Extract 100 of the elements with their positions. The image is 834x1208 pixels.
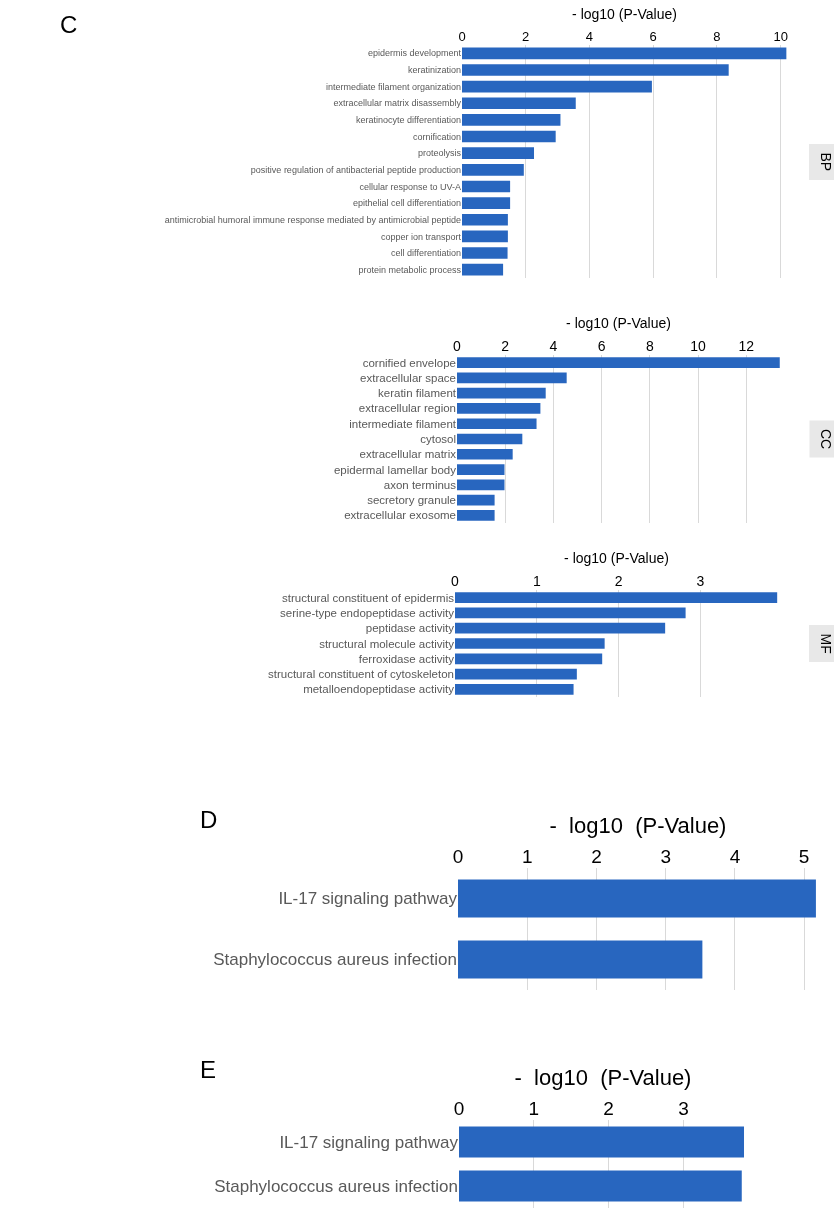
bar [457, 403, 541, 414]
bar [457, 357, 780, 368]
y-tick-label: proteolysis [417, 148, 462, 159]
y-tick-label: peptidase activity [365, 622, 455, 635]
bar [457, 510, 495, 521]
bar [462, 230, 508, 243]
y-tick-label: protein metabolic process [358, 264, 462, 275]
bar [462, 80, 652, 93]
y-tick-label: cornified envelope [362, 356, 456, 369]
bar [455, 668, 577, 680]
x-tick-label: 6 [597, 338, 606, 355]
y-tick-label: structural constituent of epidermis [282, 591, 455, 604]
y-tick-label: extracellular matrix disassembly [333, 98, 462, 109]
x-tick-label: 1 [532, 573, 541, 590]
y-tick-label: ferroxidase activity [358, 652, 455, 665]
bar [462, 213, 508, 226]
x-tick-label: 2 [501, 338, 510, 355]
x-tick-label: 4 [549, 338, 558, 355]
y-tick-label: metalloendopeptidase activity [303, 683, 455, 696]
text: E [200, 1056, 217, 1084]
bar [462, 47, 787, 60]
x-axis-title: - log10 (P-Value) [549, 813, 727, 838]
bar [457, 464, 505, 475]
y-tick-label: keratinocyte differentiation [356, 115, 461, 126]
y-tick-label: intermediate filament [349, 417, 457, 430]
y-tick-label: extracellular region [358, 402, 456, 415]
text: D [200, 806, 218, 834]
bar [462, 180, 511, 193]
x-tick-label: 0 [458, 29, 466, 45]
y-tick-label: cornification [412, 131, 461, 142]
x-tick-label: 0 [453, 338, 462, 355]
y-tick-label: axon terminus [383, 478, 457, 491]
bar [455, 592, 778, 603]
x-tick-label: 0 [452, 846, 464, 868]
y-tick-label: epidermal lamellar body [333, 463, 457, 476]
x-tick-label: 1 [528, 1098, 540, 1120]
text: CC [818, 429, 834, 450]
y-tick-label: copper ion transport [380, 231, 462, 242]
x-tick-label: 4 [585, 29, 594, 45]
bar [462, 130, 556, 143]
y-tick-label: structural constituent of cytoskeleton [267, 668, 454, 681]
bar [455, 607, 686, 619]
bar [457, 448, 513, 460]
x-axis-title: - log10 (P-Value) [514, 1065, 692, 1090]
x-tick-label: 0 [453, 1098, 465, 1120]
y-tick-label: cellular response to UV-A [359, 181, 461, 192]
x-tick-label: 2 [603, 1098, 614, 1120]
x-tick-label: 1 [521, 846, 533, 868]
x-tick-label: 8 [713, 29, 721, 45]
y-tick-label: positive regulation of antibacterial peptide production [250, 164, 461, 175]
y-tick-label: structural molecule activity [319, 637, 455, 650]
y-tick-label: serine-type endopeptidase activity [280, 606, 455, 619]
x-tick-label: 3 [678, 1098, 689, 1120]
x-axis-title: - log10 (P-Value) [566, 314, 671, 331]
x-axis-title: - log10 (P-Value) [572, 6, 677, 22]
y-tick-label: keratin filament [378, 387, 457, 400]
y-tick-label: keratinization [407, 65, 461, 76]
x-tick-label: 2 [591, 846, 602, 868]
x-tick-label: 12 [738, 338, 755, 355]
bar [462, 114, 561, 126]
y-tick-label: Staphylococcus aureus infection [213, 950, 457, 970]
y-tick-label: cytosol [420, 433, 456, 446]
bar [457, 494, 495, 506]
y-tick-label: IL-17 signaling pathway [279, 1132, 459, 1152]
x-tick-label: 6 [649, 29, 657, 45]
x-tick-label: 5 [798, 846, 810, 868]
bar [457, 418, 537, 430]
text: MF [817, 633, 834, 654]
bar [455, 638, 605, 649]
y-tick-label: extracellular matrix [359, 448, 457, 461]
bar [462, 64, 729, 76]
text: C [60, 11, 78, 39]
y-tick-label: IL-17 signaling pathway [278, 889, 458, 909]
x-tick-label: 8 [645, 338, 654, 355]
y-tick-label: cell differentiation [391, 248, 461, 259]
x-tick-label: 10 [773, 29, 788, 45]
y-tick-label: epidermis development [367, 48, 462, 59]
y-tick-label: secretory granule [367, 494, 456, 507]
text: BP [817, 152, 834, 172]
bar [462, 247, 508, 259]
x-axis-title: - log10 (P-Value) [564, 549, 669, 566]
y-tick-label: extracellular space [360, 371, 456, 384]
x-tick-label: 4 [729, 846, 741, 868]
x-tick-label: 0 [451, 573, 460, 590]
bar [462, 197, 511, 209]
y-tick-label: epithelial cell differentiation [353, 198, 461, 209]
bar [455, 653, 603, 665]
bar [457, 479, 505, 491]
bar [455, 622, 666, 634]
bar [457, 372, 567, 384]
x-tick-label: 2 [614, 573, 623, 590]
bar [462, 263, 504, 276]
x-tick-label: 3 [696, 573, 705, 590]
bar [462, 97, 576, 110]
y-tick-label: Staphylococcus aureus infection [214, 1176, 458, 1196]
bar [457, 387, 546, 399]
y-tick-label: intermediate filament organization [325, 81, 461, 92]
bar [455, 684, 574, 695]
bar [462, 164, 524, 176]
y-tick-label: antimicrobial humoral immune response mediated by antimicrobial peptide [164, 214, 461, 225]
